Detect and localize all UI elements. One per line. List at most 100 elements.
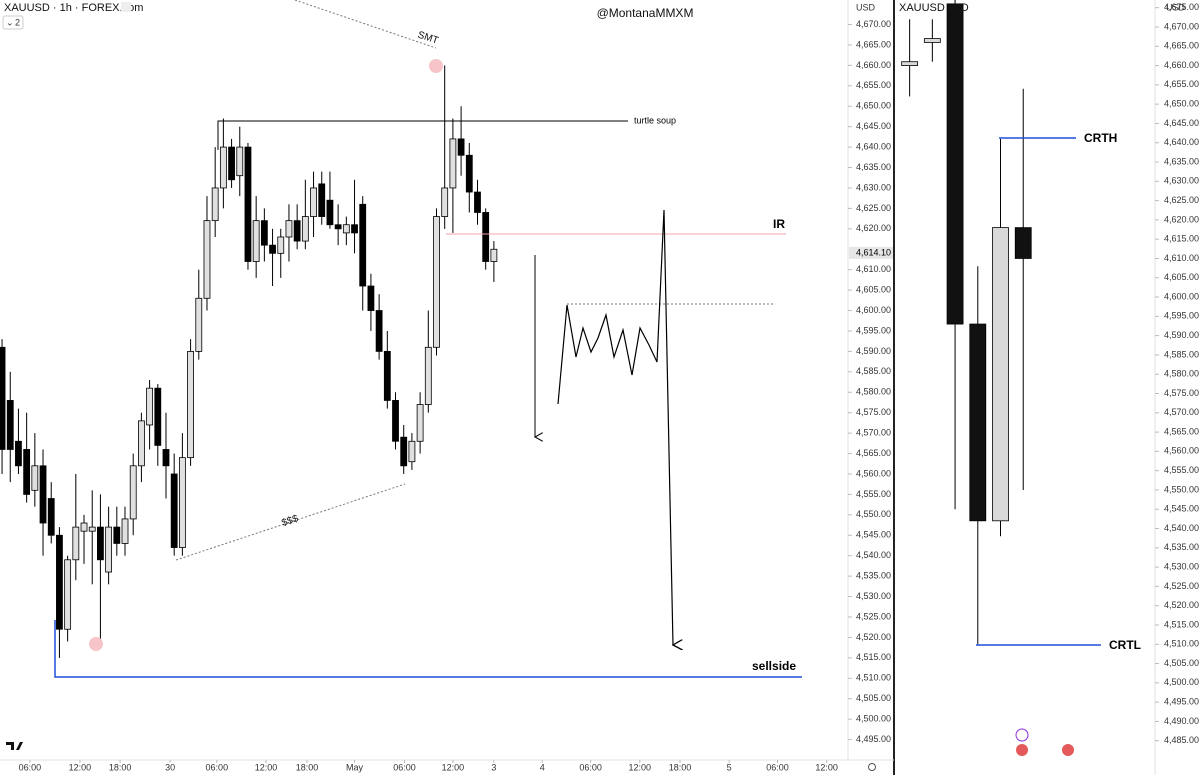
- event-icon[interactable]: [1062, 744, 1074, 756]
- settings-icon[interactable]: [868, 763, 876, 771]
- turtle-soup-line: [217, 120, 628, 150]
- y-tick-label: 4,660.00: [856, 60, 891, 70]
- candle-body: [400, 436, 408, 467]
- y-tick-label: 4,520.00: [856, 632, 891, 642]
- y-tick-label: 4,545.00: [856, 530, 891, 540]
- y-tick-label: 4,670.00: [1164, 21, 1199, 31]
- y-tick-label: 4,640.00: [856, 141, 891, 151]
- y-tick-label: 4,665.00: [856, 39, 891, 49]
- y-tick-label: 4,490.00: [1164, 716, 1199, 726]
- y-tick-label: 4,585.00: [856, 366, 891, 376]
- candle-body: [392, 400, 399, 442]
- candle-body: [901, 61, 919, 66]
- y-tick-label: 4,540.00: [1164, 523, 1199, 533]
- y-tick-label: 4,670.00: [856, 19, 891, 29]
- y-tick-label: 4,605.00: [1164, 272, 1199, 282]
- y-tick-label: 4,640.00: [1164, 137, 1199, 147]
- y-tick-label: 4,545.00: [1164, 504, 1199, 514]
- candle-body: [318, 183, 326, 217]
- candle-body: [72, 526, 80, 561]
- candle-body: [433, 216, 440, 348]
- logo: [6, 742, 23, 750]
- candle-body: [457, 138, 465, 156]
- candle-body: [80, 522, 88, 532]
- candle-body: [88, 526, 96, 532]
- candle-body: [236, 146, 244, 177]
- candle-body: [490, 248, 498, 262]
- event-icon[interactable]: [1016, 744, 1028, 756]
- x-tick-label: 12:00: [255, 762, 278, 772]
- candle-body: [154, 387, 162, 446]
- sss-label: $$$: [280, 513, 300, 529]
- candle-body: [359, 203, 367, 287]
- candle-body: [946, 3, 964, 325]
- candle-body: [228, 146, 235, 181]
- y-tick-label: 4,610.00: [856, 264, 891, 274]
- candle-body: [449, 138, 457, 189]
- sss-line: [175, 483, 406, 561]
- candle-body: [367, 285, 375, 311]
- candle-body: [129, 465, 137, 520]
- y-tick-label: 4,495.00: [1164, 697, 1199, 707]
- y-tick-label: 4,500.00: [1164, 677, 1199, 687]
- currency: USD: [856, 2, 876, 12]
- y-tick-label: 4,645.00: [856, 121, 891, 131]
- candle-body: [170, 473, 178, 548]
- y-tick-label: 4,625.00: [1164, 195, 1199, 205]
- y-tick-label: 4,600.00: [856, 305, 891, 315]
- crtl-label: CRTL: [1109, 638, 1141, 652]
- y-tick-label: 4,625.00: [856, 203, 891, 213]
- candle-body: [383, 350, 391, 401]
- y-tick-label: 4,530.00: [1164, 561, 1199, 571]
- watermark-handle: @MontanaMMXM: [597, 6, 694, 20]
- currency: USD: [1166, 2, 1186, 12]
- sellside-line: [54, 620, 802, 678]
- candle-body: [351, 224, 358, 234]
- chart-title: XAUUSD · 1h · FOREX.com: [4, 2, 143, 14]
- candle-body: [97, 526, 104, 561]
- candle-body: [342, 224, 350, 234]
- candle-body: [310, 187, 317, 217]
- plot-1d: [901, 0, 1032, 645]
- y-tick-label: 4,600.00: [1164, 291, 1199, 301]
- candle-body: [260, 220, 268, 246]
- candle-body: [195, 297, 203, 352]
- badge[interactable]: 2: [15, 17, 20, 27]
- candle-body: [219, 146, 227, 189]
- x-tick-label: 30: [165, 762, 175, 772]
- candle-body: [441, 187, 449, 217]
- candle-body: [105, 526, 113, 573]
- candle-body: [162, 449, 170, 467]
- candle-body: [301, 216, 309, 242]
- y-tick-label: 4,590.00: [856, 346, 891, 356]
- candle-body: [293, 220, 301, 242]
- x-tick-label: 12:00: [69, 762, 92, 772]
- y-tick-label: 4,525.00: [856, 611, 891, 621]
- x-tick-label: 18:00: [109, 762, 132, 772]
- candle-body: [424, 346, 432, 405]
- chart-title: XAUUSD · 1D: [899, 2, 969, 14]
- y-tick-label: 4,565.00: [856, 448, 891, 458]
- y-tick-label: 4,575.00: [1164, 388, 1199, 398]
- y-tick-label: 4,660.00: [1164, 60, 1199, 70]
- y-tick-label: 4,620.00: [1164, 214, 1199, 224]
- candle-body: [277, 236, 285, 254]
- candle-body: [969, 323, 987, 522]
- crth-label: CRTH: [1084, 131, 1117, 145]
- candle-body: [56, 534, 63, 630]
- y-tick-label: 4,610.00: [1164, 253, 1199, 263]
- candle-body: [252, 220, 260, 262]
- candle-body: [15, 440, 22, 467]
- ir-label: IR: [773, 217, 785, 231]
- candle-body: [113, 526, 121, 544]
- y-tick-label: 4,555.00: [856, 489, 891, 499]
- candle-body: [334, 224, 342, 230]
- event-icon[interactable]: [1015, 728, 1029, 742]
- y-tick-label: 4,550.00: [1164, 484, 1199, 494]
- badge-box[interactable]: [2, 15, 24, 30]
- y-tick-label: 4,630.00: [1164, 176, 1199, 186]
- y-tick-label: 4,595.00: [1164, 311, 1199, 321]
- candle-body: [269, 244, 276, 254]
- y-tick-label: 4,585.00: [1164, 349, 1199, 359]
- candle-body: [1014, 227, 1032, 259]
